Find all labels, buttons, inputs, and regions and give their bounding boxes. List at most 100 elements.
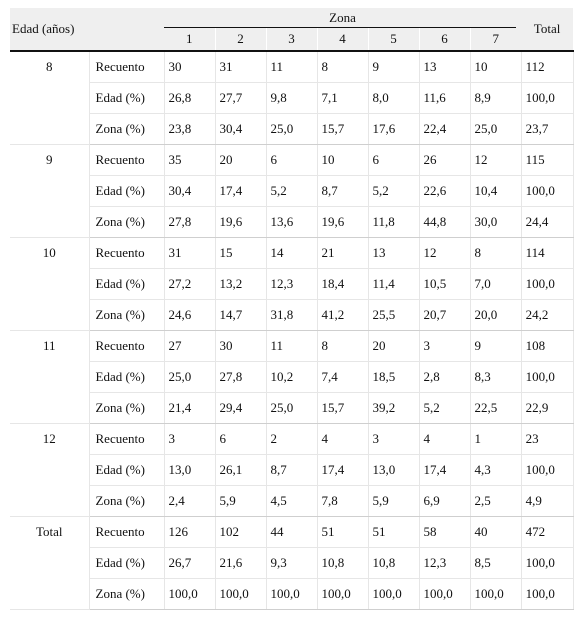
zone-value-cell: 30,4 (214, 113, 267, 145)
zone-value-cell: 11,4 (367, 268, 420, 300)
zone-value-cell: 10,2 (265, 361, 318, 393)
zone-value-cell: 25,0 (265, 392, 318, 424)
zone-value-cell: 8,3 (469, 361, 522, 393)
zone-value-cell: 26,8 (163, 82, 216, 114)
row-label: Zona (%) (88, 113, 165, 145)
zone-value-cell: 8 (469, 237, 522, 269)
total-cell: 22,9 (520, 392, 574, 424)
zone-value-cell: 13,2 (214, 268, 267, 300)
zone-value-cell: 9,3 (265, 547, 318, 579)
zone-value-cell: 6 (367, 144, 420, 176)
zone-value-cell: 10,4 (469, 175, 522, 207)
zone-value-cell: 1 (469, 423, 522, 455)
zone-value-cell: 27,8 (214, 361, 267, 393)
zone-value-cell: 126 (163, 516, 216, 548)
row-label: Edad (%) (88, 547, 165, 579)
zone-value-cell: 7,0 (469, 268, 522, 300)
zone-value-cell: 4 (418, 423, 471, 455)
table-row: Edad (%) 26,8 27,7 9,8 7,1 8,0 11,6 8,9 100,0 (10, 82, 574, 114)
total-cell: 23,7 (520, 113, 574, 145)
age-group-cell: 8 (10, 51, 90, 145)
total-cell: 100,0 (520, 82, 574, 114)
zone-value-cell: 19,6 (214, 206, 267, 238)
zone-value-cell: 29,4 (214, 392, 267, 424)
total-cell: 115 (520, 144, 574, 176)
crosstab-container: Edad (años) Zona Total 1 2 3 4 5 6 7 8 Re… (10, 8, 574, 610)
zone-value-cell: 7,1 (316, 82, 369, 114)
zone-value-cell: 22,4 (418, 113, 471, 145)
zone-value-cell: 9 (367, 51, 420, 83)
total-cell: 472 (520, 516, 574, 548)
table-header: Edad (años) Zona Total 1 2 3 4 5 6 7 (10, 8, 574, 51)
table-body: 8 Recuento 30 31 11 8 9 13 10 112 Edad (%) 26,8 27,7… (10, 51, 574, 610)
zone-value-cell: 8,0 (367, 82, 420, 114)
zone-value-cell: 5,9 (367, 485, 420, 517)
zone-value-cell: 11 (265, 51, 318, 83)
zone-value-cell: 5,9 (214, 485, 267, 517)
zone-value-cell: 14,7 (214, 299, 267, 331)
zone-value-cell: 7,4 (316, 361, 369, 393)
table-row: Edad (%) 25,0 27,8 10,2 7,4 18,5 2,8 8,3 100,0 (10, 361, 574, 393)
zone-value-cell: 27 (163, 330, 216, 362)
age-group-cell: 11 (10, 330, 90, 424)
zone-value-cell: 44 (265, 516, 318, 548)
table-row: Zona (%) 21,4 29,4 25,0 15,7 39,2 5,2 22,5 22,9 (10, 392, 574, 424)
zone-value-cell: 12 (418, 237, 471, 269)
zone-value-cell: 31 (163, 237, 216, 269)
row-label: Recuento (88, 144, 165, 176)
header-row-zones: 1 2 3 4 5 6 7 (10, 28, 574, 51)
age-group-cell: Total (10, 516, 90, 610)
zone-value-cell: 11,6 (418, 82, 471, 114)
zone-value-cell: 35 (163, 144, 216, 176)
zone-value-cell: 13,0 (367, 454, 420, 486)
total-cell: 114 (520, 237, 574, 269)
zone-value-cell: 100,0 (367, 578, 420, 610)
row-label: Recuento (88, 51, 165, 83)
zone-value-cell: 25,0 (163, 361, 216, 393)
zone-value-cell: 11,8 (367, 206, 420, 238)
zone-header: 5 (367, 28, 420, 51)
table-row: 8 Recuento 30 31 11 8 9 13 10 112 (10, 51, 574, 145)
zone-value-cell: 31,8 (265, 299, 318, 331)
zone-header: 2 (214, 28, 267, 51)
zone-value-cell: 8 (316, 51, 369, 83)
zone-value-cell: 20 (367, 330, 420, 362)
total-cell: 23 (520, 423, 574, 455)
zone-value-cell: 22,6 (418, 175, 471, 207)
row-label: Recuento (88, 516, 165, 548)
zone-value-cell: 9 (469, 330, 522, 362)
zone-value-cell: 14 (265, 237, 318, 269)
row-label: Zona (%) (88, 392, 165, 424)
zone-value-cell: 30 (163, 51, 216, 83)
row-label: Zona (%) (88, 485, 165, 517)
row-label: Recuento (88, 423, 165, 455)
total-cell: 100,0 (520, 578, 574, 610)
zone-value-cell: 31 (214, 51, 267, 83)
zone-value-cell: 13 (367, 237, 420, 269)
zone-value-cell: 100,0 (469, 578, 522, 610)
table-row: Edad (%) 13,0 26,1 8,7 17,4 13,0 17,4 4,3 100,0 (10, 454, 574, 486)
zone-value-cell: 10,5 (418, 268, 471, 300)
zone-value-cell: 5,2 (265, 175, 318, 207)
zone-value-cell: 25,0 (469, 113, 522, 145)
zone-value-cell: 25,0 (265, 113, 318, 145)
zone-value-cell: 7,8 (316, 485, 369, 517)
row-label: Recuento (88, 237, 165, 269)
zone-value-cell: 41,2 (316, 299, 369, 331)
zone-value-cell: 5,2 (418, 392, 471, 424)
table-row: Zona (%) 23,8 30,4 25,0 15,7 17,6 22,4 25,0 23,7 (10, 113, 574, 145)
total-cell: 108 (520, 330, 574, 362)
age-group-cell: 9 (10, 144, 90, 238)
total-cell: 100,0 (520, 454, 574, 486)
zone-value-cell: 21,6 (214, 547, 267, 579)
zone-value-cell: 30 (214, 330, 267, 362)
zone-value-cell: 40 (469, 516, 522, 548)
zone-value-cell: 100,0 (214, 578, 267, 610)
zone-value-cell: 13,6 (265, 206, 318, 238)
zone-value-cell: 58 (418, 516, 471, 548)
table-row: Zona (%) 100,0 100,0 100,0 100,0 100,0 100,0 10… (10, 578, 574, 610)
zone-group-header: Zona (164, 8, 522, 28)
zone-value-cell: 4,3 (469, 454, 522, 486)
zone-value-cell: 26,1 (214, 454, 267, 486)
header-row-top: Edad (años) Zona Total (10, 8, 574, 51)
